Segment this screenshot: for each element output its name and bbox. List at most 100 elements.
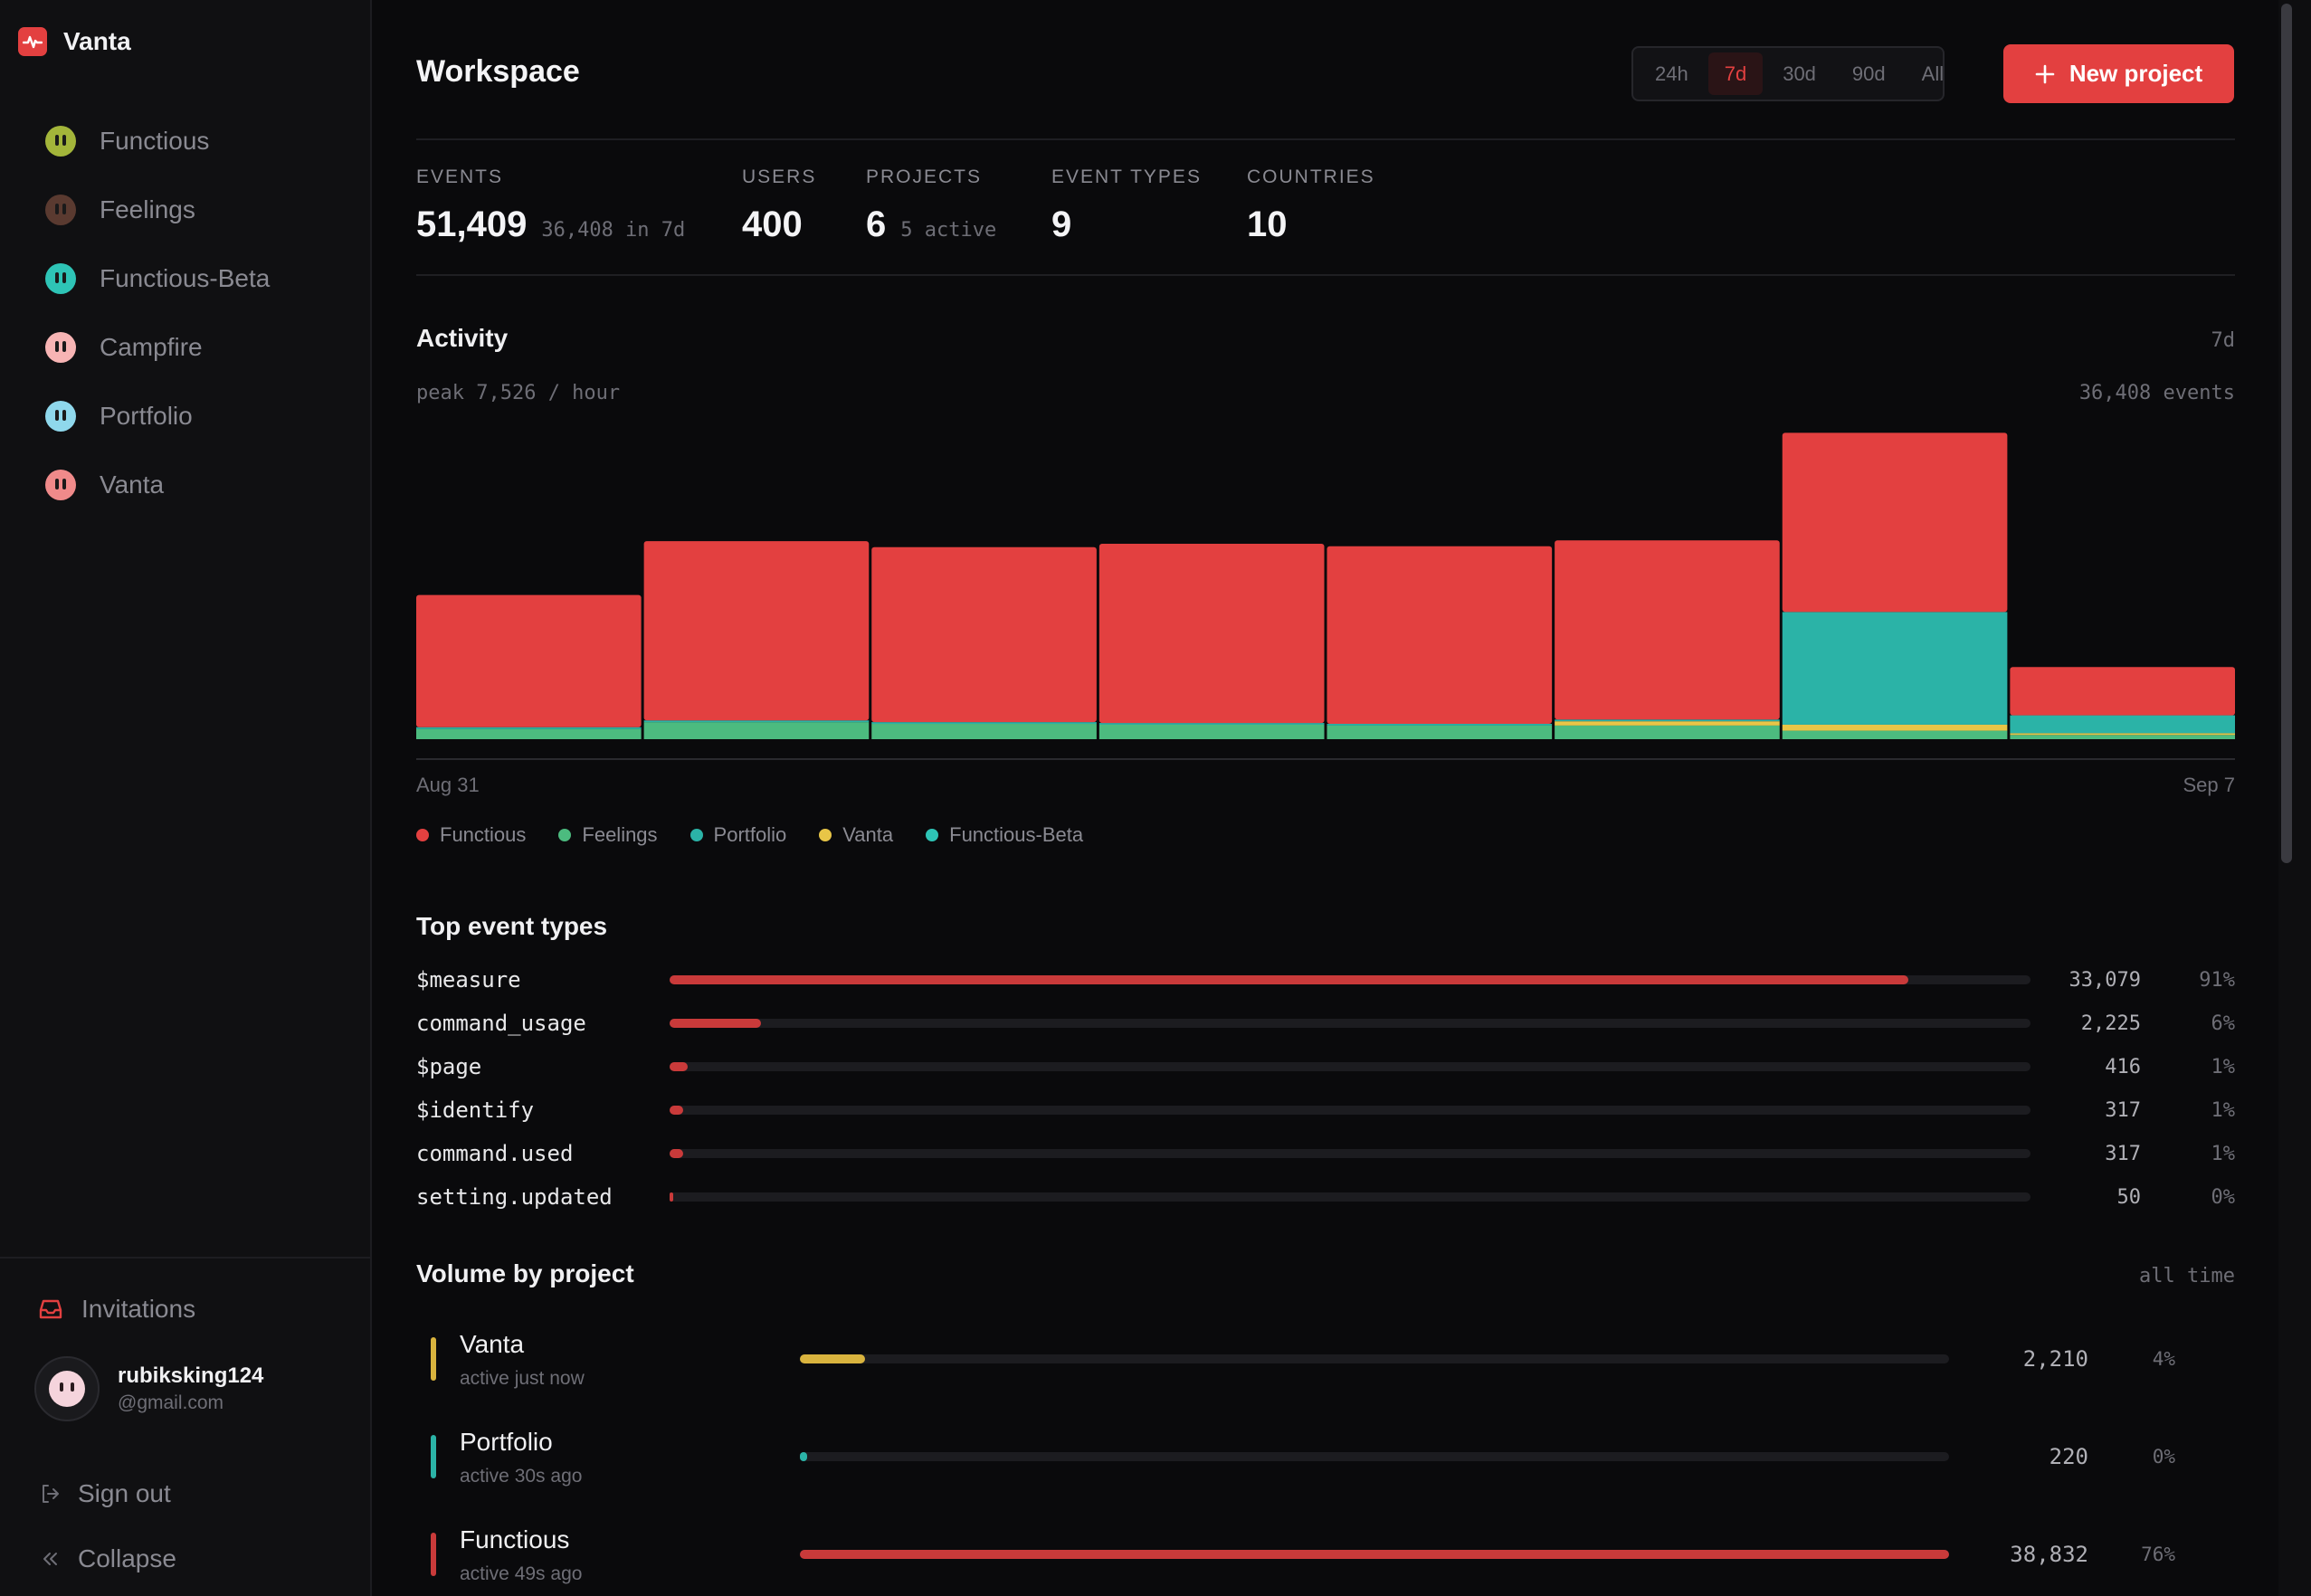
volume-title: Volume by project [416,1259,634,1287]
event-bar-track [670,975,2030,984]
volume-bar-fill [800,1452,807,1461]
event-bar-track [670,1149,2030,1158]
stats-row: EVENTS 51,409 36,408 in 7d USERS 400 PROJECTS… [416,166,2235,266]
event-row[interactable]: setting.updated 50 0% [416,1179,2235,1215]
sidebar-item-label: Feelings [100,195,195,223]
bar-portfolio-1[interactable] [416,727,642,729]
bar-functious-1[interactable] [416,594,642,727]
legend-dot-icon [926,829,939,841]
bar-vanta-8[interactable] [2010,733,2235,736]
bar-portfolio-6[interactable] [1555,719,1780,722]
stat-label: COUNTRIES [1247,166,1375,187]
bar-functious-4[interactable] [1098,543,1325,724]
volume-percent: 4% [2152,1348,2175,1370]
range-button-30d[interactable]: 30d [1783,62,1816,85]
stat-value-row: 6 5 active [866,204,996,245]
bar-feelings-2[interactable] [643,722,870,739]
page-title: Workspace [416,54,580,89]
volume-bar-fill [800,1550,1949,1559]
bar-feelings-4[interactable] [1098,724,1325,739]
event-row[interactable]: $identify 317 1% [416,1092,2235,1128]
volume-count: 2,210 [2022,1346,2088,1372]
bar-feelings-1[interactable] [416,728,642,739]
scrollbar-thumb[interactable] [2281,4,2292,863]
event-row[interactable]: command_usage 2,225 6% [416,1005,2235,1041]
legend-label: Portfolio [713,823,787,846]
brand[interactable]: Vanta [18,27,131,56]
bar-portfolio-7[interactable] [1782,612,2008,725]
event-count: 2,225 [2080,1012,2141,1035]
bar-portfolio-5[interactable] [1327,724,1553,726]
project-name: Vanta [460,1330,525,1358]
x-axis-end-label: Sep 7 [2183,774,2236,796]
bar-portfolio-3[interactable] [871,722,1097,725]
project-color-stripe [431,1533,436,1576]
sidebar-item-functious[interactable]: Functious [0,107,370,176]
event-name: $identify [416,1097,535,1123]
new-project-button[interactable]: New project [2003,44,2234,103]
bar-functious-8[interactable] [2010,667,2235,716]
collapse-label: Collapse [78,1544,176,1572]
sidebar-item-feelings[interactable]: Feelings [0,176,370,244]
sidebar-item-portfolio[interactable]: Portfolio [0,382,370,451]
invitations-link[interactable]: Invitations [38,1295,195,1324]
top-events-title: Top event types [416,912,608,940]
volume-row-functious[interactable]: Functious active 49s ago 38,832 76% [416,1522,2235,1594]
bar-functious-5[interactable] [1327,546,1553,725]
project-face-icon [45,126,76,157]
bar-feelings-6[interactable] [1555,725,1780,739]
volume-row-portfolio[interactable]: Portfolio active 30s ago 220 0% [416,1424,2235,1496]
event-bar-fill [670,1019,761,1028]
bar-portfolio-4[interactable] [1098,723,1325,725]
collapse-button[interactable]: Collapse [40,1544,176,1573]
project-color-stripe [431,1337,436,1381]
legend-item-feelings[interactable]: Feelings [558,823,658,847]
volume-bar-track [800,1550,1949,1559]
event-row[interactable]: $page 416 1% [416,1049,2235,1085]
bar-vanta-7[interactable] [1782,724,2008,731]
stat-value: 10 [1247,204,1288,244]
volume-row-vanta[interactable]: Vanta active just now 2,210 4% [416,1326,2235,1399]
bar-portfolio-8[interactable] [2010,715,2235,734]
chevrons-left-icon [43,1553,57,1565]
sign-out-button[interactable]: Sign out [40,1479,171,1508]
legend-label: Vanta [842,823,894,846]
sidebar-footer: Invitations rubiksking124 @gmail.com Sig… [0,1257,370,1572]
legend-dot-icon [819,829,832,841]
inbox-icon [39,1299,62,1319]
bar-feelings-5[interactable] [1327,725,1553,739]
user-profile[interactable]: rubiksking124 @gmail.com [34,1356,263,1421]
event-percent: 91% [2199,968,2235,992]
range-button-24h[interactable]: 24h [1655,62,1688,85]
bar-functious-2[interactable] [643,541,870,721]
legend-item-vanta[interactable]: Vanta [819,823,893,847]
sidebar-item-label: Vanta [100,470,165,499]
sidebar-item-campfire[interactable]: Campfire [0,313,370,382]
bar-functious-6[interactable] [1555,540,1780,720]
activity-title: Activity [416,324,509,352]
bar-feelings-7[interactable] [1782,730,2008,739]
sidebar-item-vanta[interactable]: Vanta [0,451,370,519]
event-row[interactable]: command.used 317 1% [416,1135,2235,1172]
sign-out-label: Sign out [78,1479,171,1507]
project-face-icon [45,470,76,500]
legend-dot-icon [689,829,703,841]
range-button-7d[interactable]: 7d [1707,52,1764,95]
project-name: Portfolio [460,1428,553,1456]
event-row[interactable]: $measure 33,079 91% [416,962,2235,998]
sidebar-item-functious-beta[interactable]: Functious-Beta [0,244,370,313]
legend-item-functious[interactable]: Functious [416,823,526,847]
volume-range: all time [2139,1265,2235,1287]
bar-functious-7[interactable] [1782,432,2008,613]
bar-feelings-8[interactable] [2010,735,2235,739]
range-button-90d[interactable]: 90d [1851,62,1886,85]
bar-functious-3[interactable] [871,546,1097,723]
range-button-all[interactable]: All [1921,62,1945,85]
bar-feelings-3[interactable] [871,724,1097,739]
bar-vanta-6[interactable] [1555,721,1780,726]
stat-label: PROJECTS [866,166,983,187]
legend-item-portfolio[interactable]: Portfolio [689,823,787,847]
bar-portfolio-2[interactable] [643,720,870,723]
volume-bar-fill [800,1354,866,1363]
legend-item-functious-beta[interactable]: Functious-Beta [926,823,1083,847]
